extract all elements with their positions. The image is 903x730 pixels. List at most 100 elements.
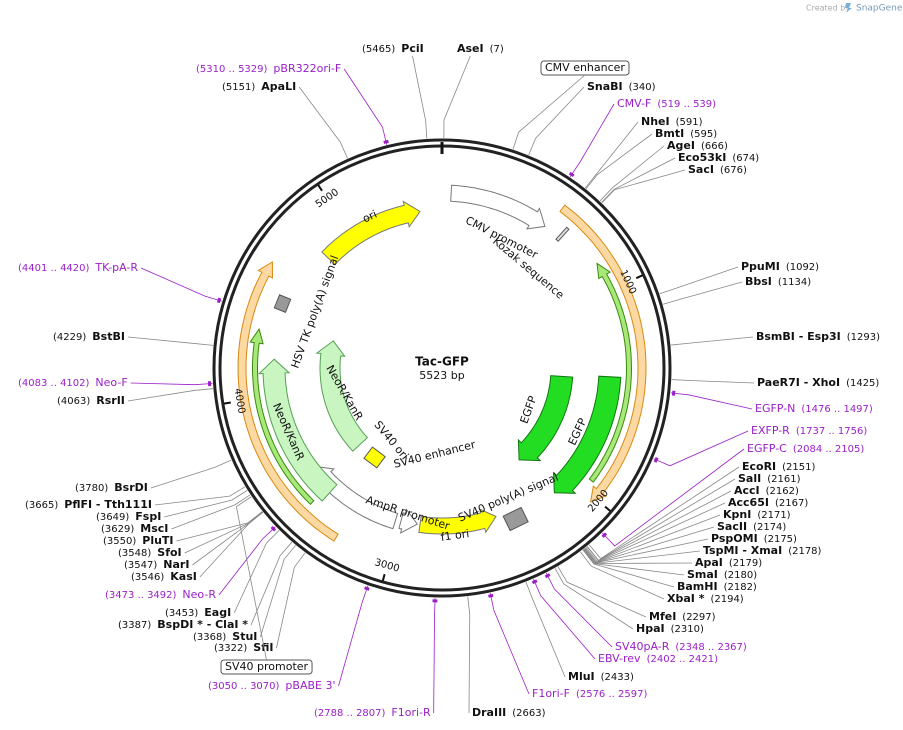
enzyme-name: MscI (140, 522, 168, 535)
primer-pos: (2576 .. 2597) (576, 689, 648, 700)
enzyme-pos: (2433) (601, 672, 634, 683)
enzyme-name: EcoRI (742, 460, 776, 473)
feature-layer (237, 184, 647, 542)
boxed-feature-label: SV40 promoter (225, 660, 309, 673)
leader-line (218, 526, 276, 596)
primer-pos: (2084 .. 2105) (793, 444, 865, 455)
feature-arrow (559, 204, 647, 503)
feature-arrow (257, 358, 338, 502)
leader-line (233, 530, 280, 614)
enzyme-name: XbaI * (667, 592, 705, 605)
backbone-outer (212, 138, 672, 598)
enzyme-name: BmtI (655, 127, 684, 140)
boxed-feature-label: CMV enhancer (545, 61, 625, 74)
leader-line (670, 336, 754, 346)
primer-pos: (1737 .. 1756) (796, 426, 868, 437)
primer-pos: (519 .. 539) (657, 99, 716, 110)
brand: SnapGene (856, 4, 903, 14)
leader-line (171, 494, 251, 530)
scale-label: 2000 (586, 488, 611, 515)
enzyme-pos: (2162) (766, 486, 799, 497)
enzyme-pos: (2310) (671, 624, 704, 635)
scale-label: 3000 (373, 557, 400, 574)
enzyme-name: PciI (401, 42, 423, 55)
primer-mark (270, 525, 277, 532)
enzyme-pos: (1134) (778, 277, 811, 288)
primer-name: F1ori-R (391, 706, 431, 719)
primer-name: F1ori-F (532, 687, 570, 700)
feature-arrow (398, 508, 419, 534)
enzyme-pos: (591) (676, 117, 703, 128)
enzyme-name: PflFI - Tth111I (64, 498, 152, 511)
leader-line (184, 511, 263, 554)
leader-line (545, 572, 613, 648)
enzyme-pos: (4229) (53, 332, 86, 343)
feature-label: SV40 enhancer (392, 438, 477, 471)
enzyme-pos: (666) (701, 141, 728, 152)
primer-name: Neo-F (95, 376, 127, 389)
leader-line (127, 336, 214, 346)
enzyme-pos: (2180) (724, 570, 757, 581)
plasmid-length: 5523 bp (419, 369, 464, 382)
enzyme-name: SfoI (157, 546, 181, 559)
primer-pos: (5310 .. 5329) (196, 64, 268, 75)
scale-tick (223, 401, 231, 405)
enzyme-pos: (3548) (118, 548, 151, 559)
enzyme-pos: (2178) (788, 546, 821, 557)
enzyme-pos: (2171) (757, 510, 790, 521)
enzyme-name: BstBI (92, 330, 125, 343)
plasmid-name: Tac-GFP (415, 355, 469, 369)
leader-line (150, 459, 232, 489)
enzyme-pos: (2194) (710, 594, 743, 605)
leader-line (554, 568, 634, 630)
leader-line (154, 486, 246, 506)
leader-line (671, 379, 755, 384)
feature-arrow (315, 465, 399, 530)
leader-line (662, 281, 743, 305)
feature-arrow (249, 327, 315, 506)
enzyme-pos: (5151) (222, 82, 255, 93)
enzyme-pos: (2174) (753, 522, 786, 533)
feature-arrow (237, 261, 339, 542)
enzyme-pos: (3780) (75, 483, 108, 494)
primer-name: pBR322ori-F (273, 62, 341, 75)
feature-label: EGFP (518, 394, 540, 426)
enzyme-name: TspMI - XmaI (703, 544, 782, 557)
leader-line (528, 86, 585, 156)
enzyme-name: AccI (734, 484, 760, 497)
enzyme-name: EagI (204, 606, 231, 619)
enzyme-name: SnaBI (587, 80, 623, 93)
primer-mark (488, 593, 494, 598)
feature-label: ori (361, 208, 379, 226)
leader-line (557, 566, 647, 618)
enzyme-pos: (2182) (724, 582, 757, 593)
leader-line (582, 549, 675, 588)
leader-line (176, 511, 263, 542)
leader-line (250, 541, 293, 626)
primer-mark (364, 586, 370, 591)
leader-line (467, 596, 471, 714)
enzyme-pos: (2663) (512, 708, 545, 719)
leader-line (584, 121, 639, 189)
enzyme-pos: (3550) (103, 536, 136, 547)
feature-arrow (315, 340, 369, 452)
enzyme-name: KasI (170, 570, 197, 583)
enzyme-name: BsmBI - Esp3I (756, 330, 841, 343)
primer-pos: (4401 .. 4420) (18, 263, 90, 274)
enzyme-pos: (3387) (118, 620, 151, 631)
primer-name: SV40pA-R (615, 640, 670, 653)
enzyme-pos: (340) (629, 82, 656, 93)
enzyme-name: HpaI (636, 622, 665, 635)
leader-line (489, 592, 530, 695)
primer-name: TK-pA-R (94, 261, 138, 274)
leader-line (601, 448, 745, 547)
primer-name: EXFP-R (751, 424, 790, 437)
feature-label: f1 ori (440, 527, 470, 544)
enzyme-pos: (1092) (786, 262, 819, 273)
enzyme-pos: (5465) (362, 44, 395, 55)
leader-line (525, 581, 566, 678)
enzyme-pos: (676) (720, 165, 747, 176)
primer-mark (671, 390, 676, 396)
feature-box (555, 226, 570, 242)
